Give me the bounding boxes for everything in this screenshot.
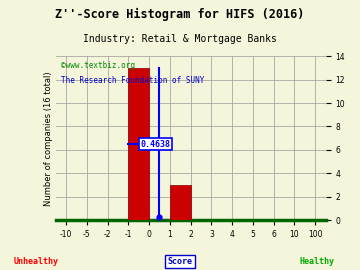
Text: Z''-Score Histogram for HIFS (2016): Z''-Score Histogram for HIFS (2016) xyxy=(55,8,305,21)
Text: ©www.textbiz.org: ©www.textbiz.org xyxy=(61,61,135,70)
Text: Unhealthy: Unhealthy xyxy=(14,257,58,266)
Text: The Research Foundation of SUNY: The Research Foundation of SUNY xyxy=(61,76,204,85)
Y-axis label: Number of companies (16 total): Number of companies (16 total) xyxy=(44,71,53,205)
Text: Score: Score xyxy=(167,257,193,266)
Bar xyxy=(170,185,190,220)
Text: 0.4638: 0.4638 xyxy=(141,140,171,148)
Bar xyxy=(128,68,149,220)
Text: Industry: Retail & Mortgage Banks: Industry: Retail & Mortgage Banks xyxy=(83,34,277,44)
Text: Healthy: Healthy xyxy=(299,257,334,266)
